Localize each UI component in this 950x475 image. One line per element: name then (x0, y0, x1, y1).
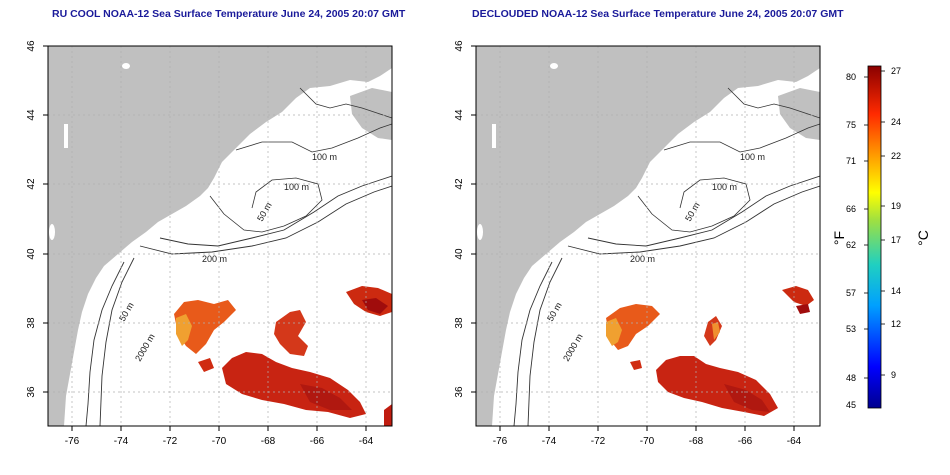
x-tick-label: -66 (738, 436, 753, 447)
contour-label: 200 m (202, 254, 227, 264)
celsius-tick: 24 (891, 117, 901, 127)
fahrenheit-tick: 66 (846, 204, 856, 214)
sst-patch (606, 304, 660, 350)
land-mass (48, 46, 392, 426)
left-map-title: RU COOL NOAA-12 Sea Surface Temperature … (52, 8, 406, 20)
gridlines (476, 46, 820, 426)
right-map-title: DECLOUDED NOAA-12 Sea Surface Temperatur… (472, 8, 844, 20)
y-tick-label: 40 (26, 248, 37, 260)
y-tick-label: 36 (454, 386, 465, 398)
y-tick-label: 40 (454, 248, 465, 260)
land-mass (476, 46, 820, 426)
x-tick-label: -64 (359, 436, 374, 447)
celsius-unit-label: °C (915, 230, 931, 246)
y-tick-label: 38 (26, 317, 37, 329)
fahrenheit-tick: 45 (846, 400, 856, 410)
fahrenheit-tick: 57 (846, 288, 856, 298)
right-sst-map: 100 m 100 m 50 m 200 m 50 m 2000 m -76 -… (454, 40, 821, 447)
x-tick-label: -76 (493, 436, 508, 447)
fahrenheit-tick: 75 (846, 120, 856, 130)
celsius-tick: 9 (891, 370, 896, 380)
contour-label: 100 m (740, 152, 765, 162)
sst-patch (782, 286, 814, 306)
x-tick-label: -76 (65, 436, 80, 447)
celsius-tick: 14 (891, 286, 901, 296)
y-tick-label: 46 (26, 40, 37, 52)
fahrenheit-tick: 80 (846, 72, 856, 82)
fahrenheit-unit-label: °F (831, 231, 847, 245)
y-tick-label: 42 (26, 178, 37, 190)
sst-patch (174, 300, 236, 354)
y-tick-label: 46 (454, 40, 465, 52)
y-tick-label: 44 (454, 109, 465, 121)
y-tick-label: 38 (454, 317, 465, 329)
celsius-tick: 12 (891, 319, 901, 329)
x-tick-label: -74 (114, 436, 129, 447)
left-sst-map: 100 m 100 m 50 m 200 m 50 m 2000 m -76 -… (26, 40, 393, 447)
celsius-tick: 17 (891, 235, 901, 245)
x-tick-label: -64 (787, 436, 802, 447)
x-tick-label: -74 (542, 436, 557, 447)
x-tick-label: -68 (689, 436, 704, 447)
x-tick-label: -70 (212, 436, 227, 447)
fahrenheit-tick: 62 (846, 240, 856, 250)
x-tick-label: -72 (591, 436, 606, 447)
contour-label: 200 m (630, 254, 655, 264)
celsius-tick: 22 (891, 151, 901, 161)
fahrenheit-tick: 71 (846, 156, 856, 166)
celsius-tick: 19 (891, 201, 901, 211)
contour-label: 100 m (712, 182, 737, 192)
x-tick-label: -66 (310, 436, 325, 447)
sst-patch (274, 310, 308, 356)
x-tick-label: -68 (261, 436, 276, 447)
contour-label: 100 m (312, 152, 337, 162)
contour-label: 100 m (284, 182, 309, 192)
y-tick-label: 36 (26, 386, 37, 398)
y-tick-label: 44 (26, 109, 37, 121)
x-tick-label: -70 (640, 436, 655, 447)
celsius-tick: 27 (891, 66, 901, 76)
fahrenheit-tick: 48 (846, 373, 856, 383)
x-tick-label: -72 (163, 436, 178, 447)
temperature-colorbar: 80 75 71 66 62 57 53 48 45 27 24 22 19 1… (831, 65, 931, 410)
fahrenheit-tick: 53 (846, 324, 856, 334)
gridlines (48, 46, 392, 426)
y-tick-label: 42 (454, 178, 465, 190)
colorbar-gradient (867, 65, 882, 409)
